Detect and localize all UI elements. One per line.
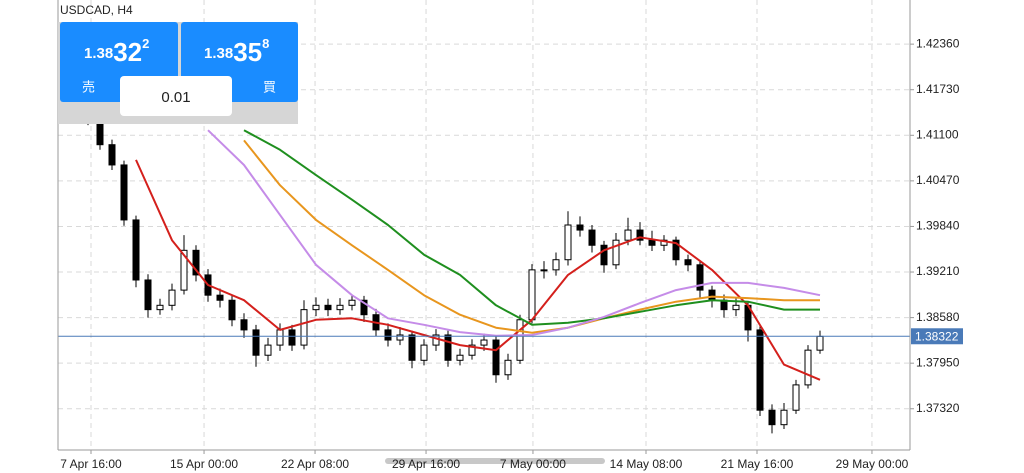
candle-body xyxy=(216,294,224,301)
candle-body xyxy=(336,304,344,311)
candle-body xyxy=(168,289,176,306)
candle-body xyxy=(468,344,476,356)
candle-body xyxy=(108,144,116,166)
x-tick-label: 22 Apr 08:00 xyxy=(281,457,349,471)
sell-price: 1.38322 xyxy=(84,36,149,66)
price-tag xyxy=(911,328,963,345)
moving-average xyxy=(207,129,821,337)
candle-body xyxy=(768,409,776,426)
x-tick-label: 14 May 08:00 xyxy=(610,457,683,471)
candle-body xyxy=(420,344,428,361)
candle-body xyxy=(180,249,188,291)
candle-body xyxy=(708,289,716,301)
sell-label: 売 xyxy=(82,79,95,94)
price-big: 35 xyxy=(233,37,262,67)
candle-body xyxy=(816,335,824,351)
candle-body xyxy=(120,164,128,221)
x-tick-label: 7 May 00:00 xyxy=(500,457,566,471)
moving-average xyxy=(243,139,820,334)
candle-body xyxy=(456,354,464,361)
candle-body xyxy=(288,329,296,346)
candle-body xyxy=(504,359,512,376)
y-tick-label: 1.38580 xyxy=(916,310,960,324)
candle-body xyxy=(756,329,764,411)
moving-average xyxy=(135,159,821,381)
candle-body xyxy=(624,229,632,241)
price-tag-label: 1.38322 xyxy=(915,329,959,343)
scrollbar[interactable] xyxy=(385,458,605,464)
candle-body xyxy=(492,339,500,376)
candle-body xyxy=(252,329,260,356)
price-sup: 8 xyxy=(262,36,269,51)
x-tick-label: 29 May 00:00 xyxy=(836,457,909,471)
y-tick-label: 1.42360 xyxy=(916,36,960,50)
price-big: 32 xyxy=(113,37,142,67)
x-tick-label: 29 Apr 16:00 xyxy=(392,457,460,471)
trade-panel: 1.38322 1.38358 売 買 0.01 xyxy=(58,22,298,124)
buy-label: 買 xyxy=(263,79,276,94)
candle-body xyxy=(396,334,404,341)
y-tick-label: 1.37950 xyxy=(916,355,960,369)
candle-body xyxy=(384,329,392,341)
candle-body xyxy=(276,329,284,346)
candle-body xyxy=(300,309,308,346)
candle-body xyxy=(132,219,140,281)
candle-body xyxy=(408,334,416,361)
price-sup: 2 xyxy=(142,36,149,51)
symbol-title: USDCAD, H4 xyxy=(60,3,133,17)
candle-body xyxy=(360,299,368,316)
candle-body xyxy=(564,224,572,261)
candle-body xyxy=(348,299,356,306)
candle-body xyxy=(528,269,536,321)
y-tick-label: 1.39210 xyxy=(916,264,960,278)
candle-body xyxy=(696,264,704,291)
y-tick-label: 1.41100 xyxy=(916,127,959,141)
candle-body xyxy=(444,334,452,361)
candle-body xyxy=(144,279,152,311)
candle-body xyxy=(264,344,272,356)
candle-body xyxy=(516,319,524,361)
moving-average xyxy=(243,129,820,326)
candle-body xyxy=(792,384,800,411)
y-tick-label: 1.40470 xyxy=(916,173,960,187)
candle-body xyxy=(612,239,620,266)
candle-body xyxy=(156,304,164,311)
x-tick-label: 15 Apr 00:00 xyxy=(170,457,238,471)
candle-body xyxy=(636,229,644,241)
candle-body xyxy=(240,319,248,331)
x-tick-label: 7 Apr 16:00 xyxy=(60,457,122,471)
candle-body xyxy=(228,299,236,321)
candle-body xyxy=(684,259,692,266)
candle-body xyxy=(732,304,740,311)
y-tick-label: 1.39840 xyxy=(916,219,960,233)
buy-price: 1.38358 xyxy=(204,36,269,66)
candle-body xyxy=(576,224,584,231)
candle-body xyxy=(192,249,200,276)
candle-body xyxy=(600,244,608,266)
candle-body xyxy=(324,304,332,311)
x-tick-label: 21 May 16:00 xyxy=(721,457,794,471)
y-tick-label: 1.37320 xyxy=(916,401,960,415)
candle-body xyxy=(480,339,488,346)
price-small: 1.38 xyxy=(204,45,233,62)
candle-body xyxy=(312,304,320,311)
candle-body xyxy=(588,229,596,246)
candle-body xyxy=(648,239,656,246)
lot-value[interactable]: 0.01 xyxy=(161,89,190,106)
candle-body xyxy=(672,239,680,261)
plot xyxy=(58,0,910,450)
candle-body xyxy=(804,349,812,386)
candle-body xyxy=(552,259,560,271)
y-tick-label: 1.41730 xyxy=(916,82,960,96)
lot-box[interactable] xyxy=(120,76,232,116)
price-small: 1.38 xyxy=(84,45,113,62)
candle-body xyxy=(780,409,788,426)
candle-body xyxy=(540,269,548,272)
